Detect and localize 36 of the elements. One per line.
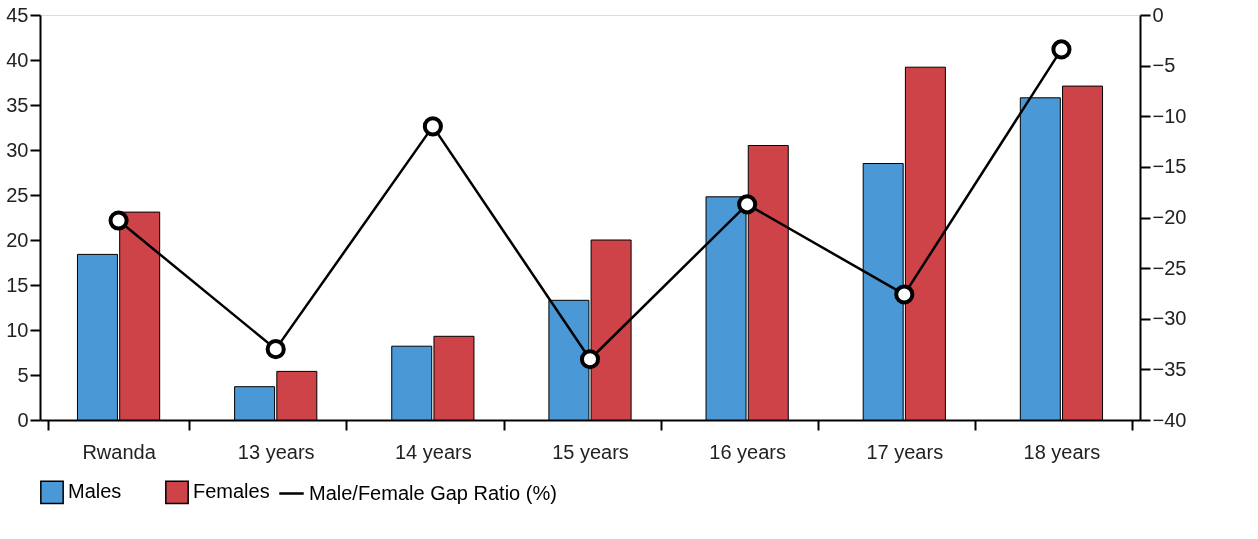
- y-tick-label: 5: [17, 363, 29, 386]
- x-tick-label: 16 years: [709, 440, 786, 463]
- point: [265, 339, 286, 360]
- y2-tick-label: −30: [1152, 307, 1187, 330]
- y2-tick-label: −10: [1152, 104, 1187, 127]
- point: [1051, 39, 1072, 60]
- legend-label: Females: [193, 480, 270, 503]
- point: [737, 194, 758, 215]
- y2-tick-label: −15: [1152, 155, 1187, 178]
- legend-label: Male/Female Gap Ratio (%): [309, 481, 557, 504]
- point: [422, 116, 443, 137]
- y-tick-label: 25: [6, 183, 29, 206]
- y-tick-label: 45: [6, 3, 29, 26]
- y-tick-label: 35: [6, 93, 29, 116]
- y-tick-label: 15: [6, 273, 29, 296]
- y-tick-label: 40: [6, 48, 29, 71]
- point: [894, 284, 915, 305]
- y-tick-label: 20: [6, 228, 29, 251]
- y2-tick-label: −20: [1152, 206, 1187, 228]
- x-tick-label: Rwanda: [82, 440, 157, 463]
- x-tick-label: 14 years: [395, 440, 472, 463]
- y2-tick-label: −25: [1152, 256, 1187, 279]
- point: [579, 349, 601, 370]
- x-tick-label: 15 years: [552, 440, 629, 463]
- y-tick-label: 0: [17, 408, 29, 431]
- y2-tick-label: −5: [1152, 54, 1176, 77]
- y2-tick-label: 0: [1152, 3, 1164, 26]
- y-tick-label: 10: [6, 318, 29, 341]
- legend-label: Males: [68, 480, 122, 503]
- point: [108, 210, 129, 231]
- x-tick-label: 13 years: [237, 440, 315, 463]
- x-tick-label: 17 years: [866, 440, 944, 463]
- x-tick-label: 18 years: [1023, 440, 1101, 463]
- y-tick-label: 30: [6, 138, 29, 161]
- y2-tick-label: −35: [1152, 357, 1187, 380]
- y2-tick-label: −40: [1152, 408, 1187, 431]
